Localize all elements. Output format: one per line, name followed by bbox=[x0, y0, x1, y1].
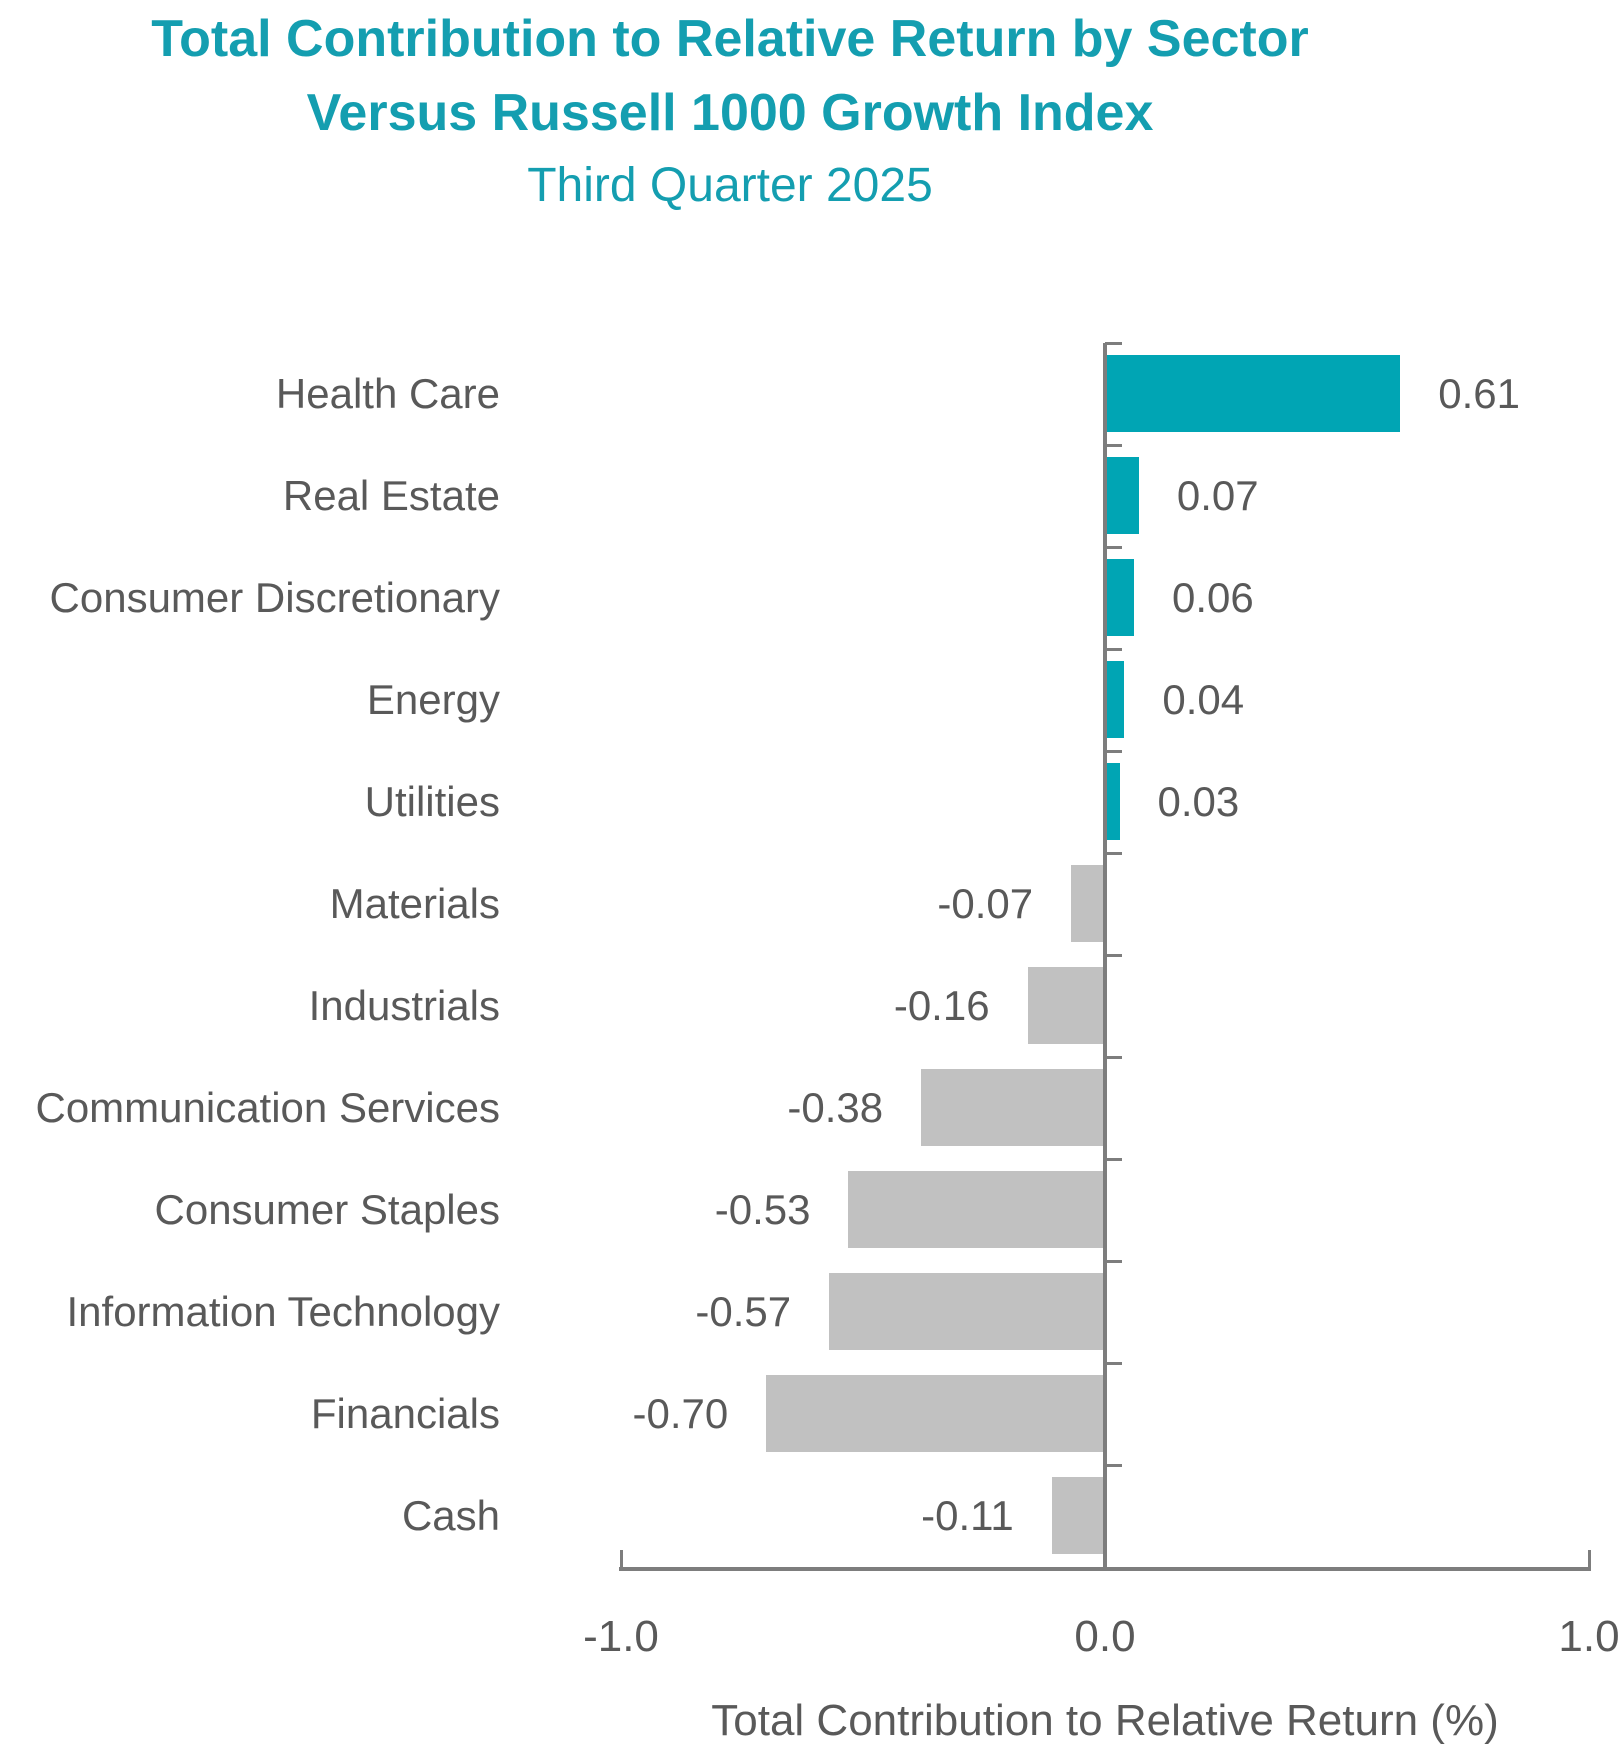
category-tick bbox=[1105, 750, 1122, 753]
bar bbox=[1105, 763, 1120, 840]
value-label: 0.07 bbox=[1176, 472, 1259, 519]
category-tick bbox=[1105, 444, 1122, 447]
category-tick bbox=[1105, 954, 1122, 957]
bar bbox=[1105, 559, 1135, 636]
value-label: -0.57 bbox=[695, 1288, 792, 1335]
bar bbox=[829, 1273, 1105, 1350]
category-tick bbox=[1105, 648, 1122, 651]
bar bbox=[1027, 967, 1105, 1044]
category-label: Communication Services bbox=[35, 1084, 500, 1131]
value-label: -0.11 bbox=[921, 1492, 1014, 1539]
x-axis-end-tick bbox=[619, 1550, 623, 1567]
category-label: Consumer Discretionary bbox=[49, 574, 500, 621]
category-label: Real Estate bbox=[282, 472, 500, 519]
x-axis-line bbox=[619, 1567, 1591, 1571]
value-label: -0.38 bbox=[787, 1084, 884, 1131]
bar bbox=[1105, 457, 1139, 534]
category-label: Materials bbox=[329, 880, 500, 927]
bar-row: Consumer Discretionary 0.06 bbox=[0, 547, 1624, 649]
category-tick bbox=[1105, 1158, 1122, 1161]
category-label: Industrials bbox=[308, 982, 500, 1029]
chart-title-line2: Versus Russell 1000 Growth Index bbox=[306, 84, 1154, 142]
x-axis-end-tick bbox=[1587, 1550, 1591, 1567]
value-label: -0.16 bbox=[893, 982, 990, 1029]
chart-title-line1: Total Contribution to Relative Return by… bbox=[151, 10, 1309, 68]
bar-row: Real Estate 0.07 bbox=[0, 445, 1624, 547]
value-label: 0.06 bbox=[1172, 574, 1254, 621]
bar-row: Utilities 0.03 bbox=[0, 751, 1624, 853]
category-tick bbox=[1105, 852, 1122, 855]
bar bbox=[1071, 865, 1105, 942]
category-label: Utilities bbox=[364, 778, 500, 825]
chart-title-block: Total Contribution to Relative Return by… bbox=[0, 2, 1460, 222]
category-label: Consumer Staples bbox=[154, 1186, 501, 1233]
category-tick bbox=[1105, 1362, 1122, 1365]
chart-subtitle: Third Quarter 2025 bbox=[527, 159, 933, 212]
category-label: Health Care bbox=[275, 370, 500, 417]
category-tick bbox=[1105, 1464, 1122, 1467]
value-label: -0.07 bbox=[937, 880, 1034, 927]
category-axis-line bbox=[1103, 343, 1107, 1571]
x-tick-label: -1.0 bbox=[583, 1612, 659, 1661]
category-label: Cash bbox=[401, 1492, 500, 1539]
bar bbox=[921, 1069, 1105, 1146]
category-label: Energy bbox=[366, 676, 500, 723]
x-tick-label: 1.0 bbox=[1558, 1612, 1620, 1661]
value-label: -0.53 bbox=[714, 1186, 811, 1233]
category-tick bbox=[1105, 546, 1122, 549]
bar-row: Health Care 0.61 bbox=[0, 343, 1624, 445]
bar-row: Consumer Staples -0.53 bbox=[0, 1159, 1624, 1261]
value-label: 0.04 bbox=[1162, 676, 1245, 723]
x-axis-title: Total Contribution to Relative Return (%… bbox=[711, 1696, 1499, 1745]
category-tick bbox=[1105, 1260, 1122, 1263]
value-label: 0.61 bbox=[1438, 370, 1520, 417]
bar bbox=[1105, 661, 1125, 738]
bar-row: Information Technology -0.57 bbox=[0, 1261, 1624, 1363]
bar-row: Financials -0.70 bbox=[0, 1363, 1624, 1465]
bar-row: Energy 0.04 bbox=[0, 649, 1624, 751]
bar-row: Communication Services -0.38 bbox=[0, 1057, 1624, 1159]
bar bbox=[1051, 1477, 1105, 1554]
category-tick bbox=[1105, 1056, 1122, 1059]
x-tick-label: 0.0 bbox=[1074, 1612, 1136, 1661]
value-label: 0.03 bbox=[1157, 778, 1240, 825]
bar-row: Materials -0.07 bbox=[0, 853, 1624, 955]
bar bbox=[848, 1171, 1105, 1248]
bar bbox=[1105, 355, 1401, 432]
category-label: Financials bbox=[310, 1390, 500, 1437]
category-label: Information Technology bbox=[66, 1288, 501, 1335]
bar bbox=[766, 1375, 1105, 1452]
value-label: -0.70 bbox=[632, 1390, 729, 1437]
category-tick bbox=[1105, 342, 1122, 345]
bar-row: Cash -0.11 bbox=[0, 1465, 1624, 1567]
bar-row: Industrials -0.16 bbox=[0, 955, 1624, 1057]
